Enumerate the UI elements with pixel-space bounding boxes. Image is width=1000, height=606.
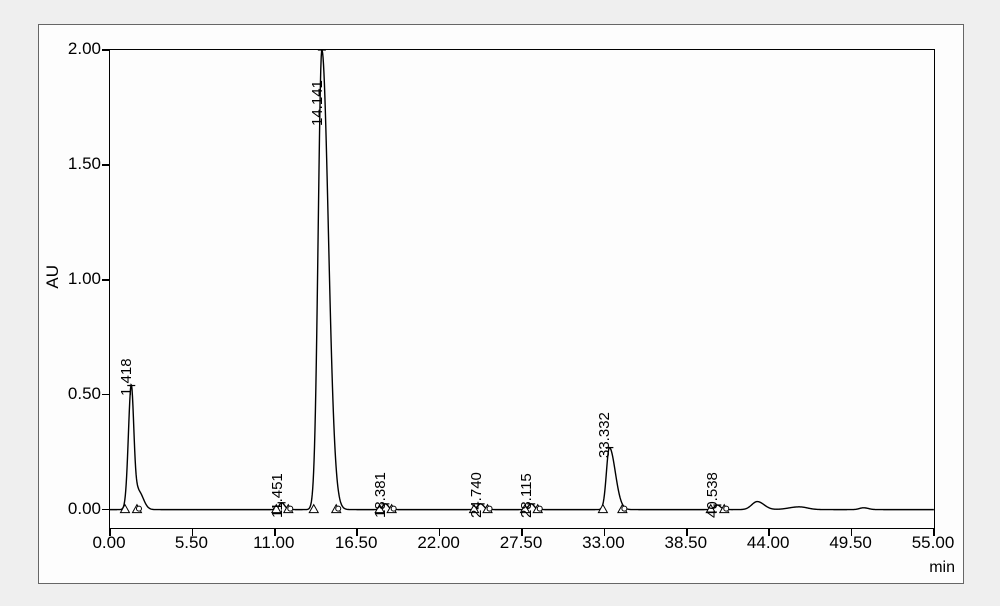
plot-area [109,49,935,529]
x-tick-label: 11.00 [253,533,294,553]
y-tick [102,164,110,166]
y-tick-label: 0.00 [68,499,101,519]
peak-label: 11.451 [269,473,286,518]
x-tick-label: 55.00 [912,533,955,553]
y-tick-label: 1.00 [68,269,101,289]
y-tick [102,279,110,281]
x-tick-label: 5.50 [175,533,208,553]
peak-label: 1.418 [118,358,135,396]
y-tick-label: 2.00 [68,39,101,59]
x-tick-label: 44.00 [747,533,790,553]
peak-label: 18.381 [372,472,389,518]
peak-label: 24.740 [468,472,485,518]
chart-container: AU min 0.00 5.50 11.00 16.50 22.00 27.50 33.00… [38,24,964,584]
chromatogram-trace [110,50,934,528]
x-tick-label: 33.00 [582,533,625,553]
y-tick [102,49,110,51]
x-tick-label: 16.50 [335,533,378,553]
x-tick-label: 27.50 [500,533,543,553]
x-tick-label: 22.00 [417,533,460,553]
y-tick [102,394,110,396]
x-tick-label: 49.50 [829,533,872,553]
peak-label: 33.332 [596,412,613,458]
y-tick-label: 1.50 [68,154,101,174]
peak-label: 40.538 [704,472,721,518]
y-tick [102,509,110,511]
x-tick-label: 38.50 [665,533,708,553]
peak-label: 14.141 [309,80,326,126]
y-axis-label: AU [43,265,63,289]
x-tick-label: 0.00 [92,533,125,553]
x-axis-label: min [929,559,955,577]
peak-label: 28.115 [518,473,535,518]
y-tick-label: 0.50 [68,384,101,404]
